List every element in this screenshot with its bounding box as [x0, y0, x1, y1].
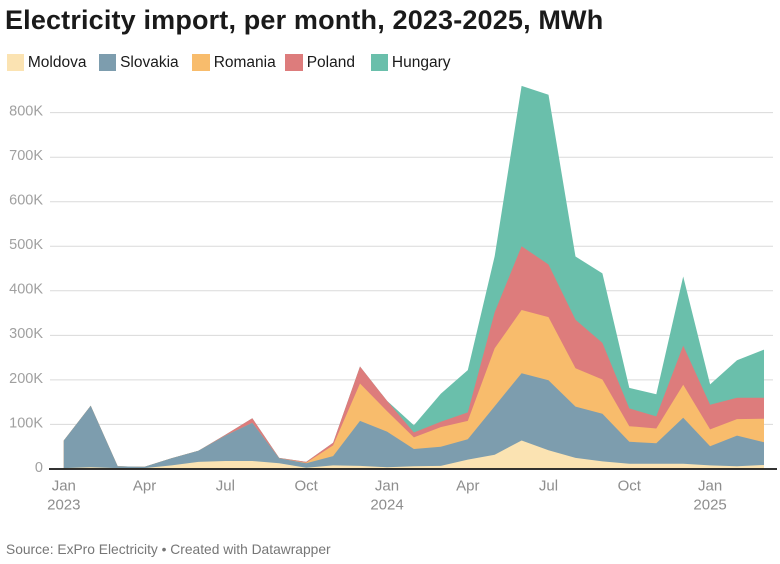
svg-text:Jul: Jul [539, 478, 558, 495]
svg-text:Oct: Oct [295, 478, 319, 495]
svg-text:Jan: Jan [698, 478, 722, 495]
svg-text:800K: 800K [9, 104, 43, 120]
svg-text:500K: 500K [9, 237, 43, 253]
svg-text:2024: 2024 [370, 496, 403, 513]
svg-text:300K: 300K [9, 326, 43, 342]
svg-text:0: 0 [35, 460, 43, 476]
svg-text:600K: 600K [9, 193, 43, 209]
svg-text:Jan: Jan [52, 478, 76, 495]
svg-text:2025: 2025 [693, 496, 726, 513]
svg-text:Oct: Oct [618, 478, 642, 495]
svg-text:100K: 100K [9, 415, 43, 431]
svg-text:Jan: Jan [375, 478, 399, 495]
svg-text:400K: 400K [9, 282, 43, 298]
svg-text:200K: 200K [9, 371, 43, 387]
svg-text:Apr: Apr [133, 478, 156, 495]
svg-text:2023: 2023 [47, 496, 80, 513]
svg-text:700K: 700K [9, 148, 43, 164]
svg-text:Jul: Jul [216, 478, 235, 495]
svg-text:Apr: Apr [456, 478, 479, 495]
